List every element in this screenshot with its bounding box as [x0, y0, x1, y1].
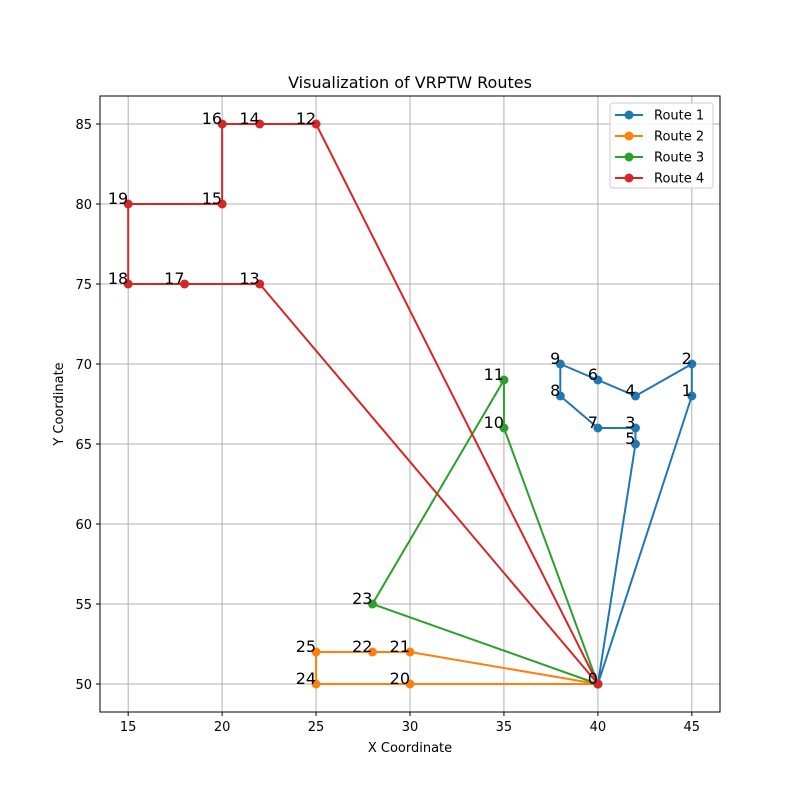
y-tick-label: 70 [75, 358, 92, 373]
node-label: 9 [550, 349, 560, 368]
node-label: 13 [239, 269, 259, 288]
route-point [405, 647, 415, 657]
y-tick-label: 55 [75, 598, 92, 613]
route-point [217, 199, 227, 209]
node-label: 25 [296, 637, 316, 656]
legend-label: Route 1 [654, 109, 704, 124]
x-tick-label: 15 [120, 720, 137, 735]
route-point [255, 119, 265, 129]
node-label: 14 [239, 109, 259, 128]
y-tick-label: 50 [75, 678, 92, 693]
route-point [405, 679, 415, 689]
y-tick-label: 85 [75, 118, 92, 133]
legend-marker [624, 152, 634, 162]
route-point [555, 391, 565, 401]
y-tick-label: 65 [75, 438, 92, 453]
node-label: 24 [296, 669, 316, 688]
node-label: 3 [625, 413, 635, 432]
route-point [630, 423, 640, 433]
node-label: 17 [164, 269, 184, 288]
legend-label: Route 2 [654, 130, 704, 145]
route-point [687, 359, 697, 369]
legend-label: Route 3 [654, 151, 704, 166]
node-label: 19 [108, 189, 128, 208]
node-label: 21 [390, 637, 410, 656]
node-label: 12 [296, 109, 316, 128]
node-label: 6 [588, 365, 598, 384]
node-label: 10 [484, 413, 504, 432]
y-axis-title: Y Coordinate [52, 362, 67, 446]
node-label: 7 [588, 413, 598, 432]
chart-title: Visualization of VRPTW Routes [288, 73, 532, 92]
x-tick-label: 20 [214, 720, 231, 735]
x-tick-label: 35 [496, 720, 513, 735]
node-label: 15 [202, 189, 222, 208]
node-label: 2 [682, 349, 692, 368]
x-tick-label: 45 [684, 720, 701, 735]
route-point [311, 119, 321, 129]
route-point [311, 647, 321, 657]
legend-label: Route 4 [654, 172, 704, 187]
route-point [555, 359, 565, 369]
x-tick-label: 40 [590, 720, 607, 735]
node-label: 23 [352, 589, 372, 608]
route-point [217, 119, 227, 129]
route-point [311, 679, 321, 689]
route-point [593, 423, 603, 433]
route-point [630, 391, 640, 401]
node-label: 0 [588, 669, 598, 688]
legend-marker [624, 131, 634, 141]
node-label: 18 [108, 269, 128, 288]
node-label: 1 [682, 381, 692, 400]
x-axis-title: X Coordinate [368, 741, 452, 756]
route-markers [123, 119, 697, 689]
route-point [255, 279, 265, 289]
route-point [123, 279, 133, 289]
route-point [687, 391, 697, 401]
route-point [180, 279, 190, 289]
route-point [593, 375, 603, 385]
legend-marker [624, 110, 634, 120]
x-tick-label: 30 [402, 720, 419, 735]
route-point [499, 375, 509, 385]
route-point [123, 199, 133, 209]
route-point [367, 647, 377, 657]
route-line-4 [127, 123, 599, 685]
grid [100, 96, 720, 712]
legend: Route 1 Route 2 Route 3 Route 4 [609, 102, 714, 189]
node-label: 16 [202, 109, 222, 128]
node-label: 5 [625, 429, 635, 448]
node-label: 4 [625, 381, 635, 400]
route-point [630, 439, 640, 449]
node-label: 20 [390, 669, 410, 688]
node-label: 22 [352, 637, 372, 656]
route-point [367, 599, 377, 609]
y-tick-label: 60 [75, 518, 92, 533]
route-point [593, 679, 603, 689]
y-tick-label: 80 [75, 198, 92, 213]
node-label: 8 [550, 381, 560, 400]
route-point [499, 423, 509, 433]
y-tick-label: 75 [75, 278, 92, 293]
node-label: 11 [484, 365, 504, 384]
legend-marker [624, 173, 634, 183]
x-tick-label: 25 [308, 720, 325, 735]
legend-box [609, 102, 714, 189]
